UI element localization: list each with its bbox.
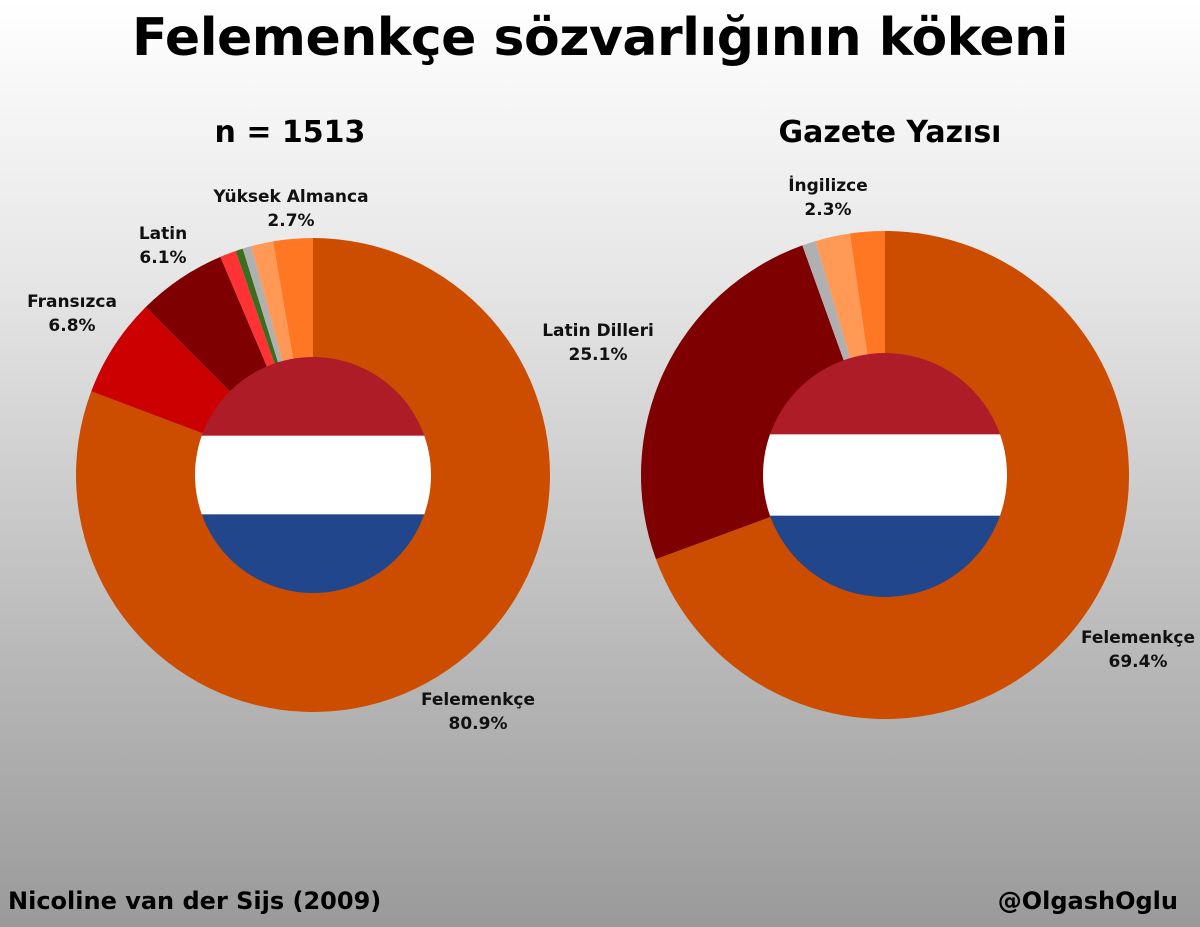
slice-label: İngilizce <box>788 174 868 196</box>
slice-label: Felemenkçe <box>421 690 535 710</box>
slice-label: Latin Dilleri <box>542 321 654 341</box>
slice-value-label: 6.8% <box>48 316 95 336</box>
page-title: Felemenkçe sözvarlığının kökeni <box>132 8 1068 68</box>
slice-label: Yüksek Almanca <box>212 187 368 207</box>
slice-value-label: 69.4% <box>1109 652 1168 672</box>
chart-title-left: n = 1513 <box>214 115 366 150</box>
slice-value-label: 80.9% <box>449 714 508 734</box>
slice-label: Felemenkçe <box>1081 628 1195 648</box>
dutch-flag-icon <box>763 353 1007 597</box>
slice-label: Fransızca <box>27 292 117 312</box>
chart-title-right: Gazete Yazısı <box>778 115 1002 150</box>
slice-label: Latin <box>139 224 187 244</box>
slice-value-label: 25.1% <box>569 345 628 365</box>
source-credit: Nicoline van der Sijs (2009) <box>8 887 382 915</box>
slice-value-label: 2.3% <box>804 200 851 220</box>
slice-value-label: 2.7% <box>267 211 314 231</box>
slice-value-label: 6.1% <box>139 248 186 268</box>
author-credit: @OlgashOglu <box>997 887 1178 915</box>
dutch-flag-icon <box>195 357 431 593</box>
